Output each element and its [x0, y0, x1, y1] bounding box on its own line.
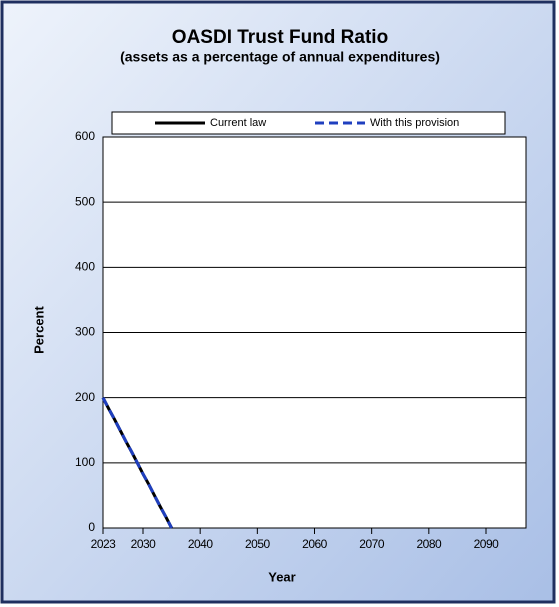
x-tick-label: 2060	[302, 537, 328, 551]
y-tick-label: 300	[75, 325, 95, 339]
y-tick-label: 400	[75, 260, 95, 274]
chart-title: OASDI Trust Fund Ratio	[172, 27, 388, 48]
x-tick-label: 2070	[359, 537, 385, 551]
y-axis-label: Percent	[31, 305, 46, 353]
legend	[111, 111, 506, 135]
x-tick-label: 2030	[131, 537, 157, 551]
y-tick-label: 0	[88, 520, 95, 534]
legend-label: With this provision	[370, 117, 459, 129]
y-tick-label: 200	[75, 390, 95, 404]
chart-subtitle: (assets as a percentage of annual expend…	[120, 49, 440, 65]
x-tick-label: 2023	[91, 537, 117, 551]
x-tick-label: 2040	[188, 537, 214, 551]
x-tick-label: 2090	[474, 537, 500, 551]
x-tick-label: 2080	[416, 537, 442, 551]
x-axis-label: Year	[268, 569, 295, 584]
series-line	[101, 396, 173, 529]
y-tick-label: 100	[75, 455, 95, 469]
y-tick-label: 600	[75, 129, 95, 143]
legend-label: Current law	[210, 117, 266, 129]
y-tick-label: 500	[75, 194, 95, 208]
x-tick-label: 2050	[245, 537, 271, 551]
